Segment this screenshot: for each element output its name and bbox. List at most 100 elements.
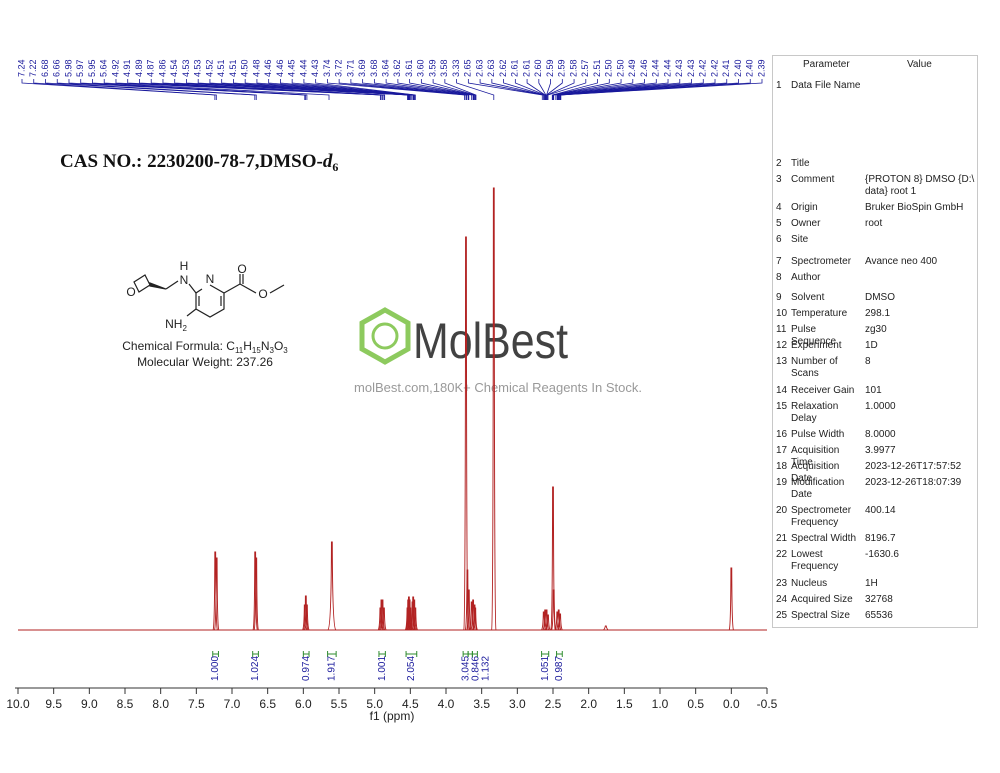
peak <box>212 551 218 631</box>
integral-bracket <box>556 651 563 657</box>
peak-connector <box>21 79 216 100</box>
peak <box>412 607 418 631</box>
table-header: Parameter <box>803 59 850 70</box>
peak-label: 4.43 <box>310 59 320 77</box>
param-name: Temperature <box>791 308 848 319</box>
peak <box>304 604 310 631</box>
integral-label: 1.917 <box>327 656 338 681</box>
row-number: 12 <box>776 340 788 351</box>
peak-label: 4.50 <box>240 59 250 77</box>
integral-label: 0.987 <box>554 656 565 681</box>
row-number: 1 <box>776 80 782 91</box>
peak <box>728 567 735 631</box>
integral-label: 1.024 <box>250 656 261 681</box>
integral-label: 0.974 <box>301 656 312 681</box>
peak-label: 2.42 <box>709 59 719 77</box>
title-text: CAS NO.: 2230200-78-7,DMSO- <box>60 151 323 172</box>
peak-connector <box>526 79 546 100</box>
row-number: 6 <box>776 234 782 245</box>
row-number: 23 <box>776 578 788 589</box>
x-tick-label: 0.0 <box>723 697 740 711</box>
peak-label: 2.60 <box>533 59 543 77</box>
row-number: 18 <box>776 461 788 472</box>
peak-label: 3.60 <box>416 59 426 77</box>
peak-connector <box>456 79 495 100</box>
peak-connector <box>538 79 547 100</box>
param-name: Site <box>791 234 809 245</box>
peak <box>327 541 337 631</box>
peak <box>491 187 497 631</box>
row-number: 16 <box>776 429 788 440</box>
row-number: 17 <box>776 445 788 456</box>
param-name: Pulse Sequence <box>791 324 837 347</box>
peak <box>411 599 417 631</box>
peak-label: 3.69 <box>357 59 367 77</box>
param-name: Pulse Width <box>791 429 845 440</box>
peak <box>253 557 259 631</box>
peak-connector <box>551 79 598 100</box>
molecular-weight: Molecular Weight: 237.26 <box>137 355 273 369</box>
row-number: 21 <box>776 533 788 544</box>
param-value: 65536 <box>865 610 893 621</box>
peak-label: 3.68 <box>369 59 379 77</box>
peak <box>543 609 550 631</box>
row-number: 15 <box>776 401 788 412</box>
param-name: Spectral Size <box>791 610 850 621</box>
peak-label: 7.22 <box>28 59 38 77</box>
peak-connector <box>556 79 669 100</box>
peak-connector <box>547 79 587 100</box>
param-name: Relaxation Delay <box>791 401 839 424</box>
param-name: Acquisition Time <box>791 445 840 468</box>
peak-label: 3.58 <box>439 59 449 77</box>
integral-label: 1.051 <box>540 656 551 681</box>
row-number: 7 <box>776 256 782 267</box>
peak-label: 5.97 <box>75 59 85 77</box>
formula-subscript: 11 <box>235 346 244 355</box>
x-tick-label: 4.0 <box>438 697 455 711</box>
param-value: 298.1 <box>865 308 891 319</box>
peak-label: 7.24 <box>16 59 26 77</box>
peak-connector <box>350 79 468 100</box>
peak-connector <box>420 79 475 100</box>
param-name: Acquisition Date <box>791 461 840 484</box>
atom: H <box>180 259 189 273</box>
peak-label: 4.48 <box>251 59 261 77</box>
peak-label: 6.66 <box>52 59 62 77</box>
integral-bracket <box>252 651 259 657</box>
peak-label: 2.40 <box>733 59 743 77</box>
param-name: Spectrometer <box>791 256 852 267</box>
peak-label: 4.52 <box>204 59 214 77</box>
param-name: Lowest Frequency <box>791 549 839 572</box>
param-value: DMSO <box>865 292 895 303</box>
peak <box>252 551 258 631</box>
param-name: Nucleus <box>791 578 828 589</box>
formula-element: H <box>243 339 252 353</box>
title: CAS NO.: 2230200-78-7,DMSO-d6 <box>60 151 338 174</box>
x-tick-label: 9.0 <box>81 697 98 711</box>
param-value: Avance neo 400 <box>865 256 938 267</box>
peak-label: 3.74 <box>322 59 332 77</box>
x-tick-label: 6.0 <box>295 697 312 711</box>
peak-label: 3.61 <box>404 59 414 77</box>
x-tick-label: 2.0 <box>580 697 597 711</box>
peak-connector <box>291 79 415 100</box>
peak-connector <box>326 79 465 100</box>
row-number: 24 <box>776 594 788 605</box>
param-value: Bruker BioSpin GmbH <box>865 202 964 213</box>
structure <box>133 274 285 318</box>
bond <box>165 280 179 290</box>
param-value: 2023-12-26T17:57:52 <box>865 461 962 472</box>
atom: O <box>126 285 135 299</box>
wedge-bond <box>149 282 167 290</box>
peak-label: 2.59 <box>545 59 555 77</box>
peak-connector <box>33 79 217 100</box>
x-tick-label: 5.0 <box>366 697 383 711</box>
x-tick-label: 1.5 <box>616 697 633 711</box>
peak-connector <box>546 79 575 100</box>
peak-connector <box>280 79 414 100</box>
atom: O <box>237 262 246 276</box>
atom: N <box>180 273 189 287</box>
peak-label: 2.61 <box>510 59 520 77</box>
